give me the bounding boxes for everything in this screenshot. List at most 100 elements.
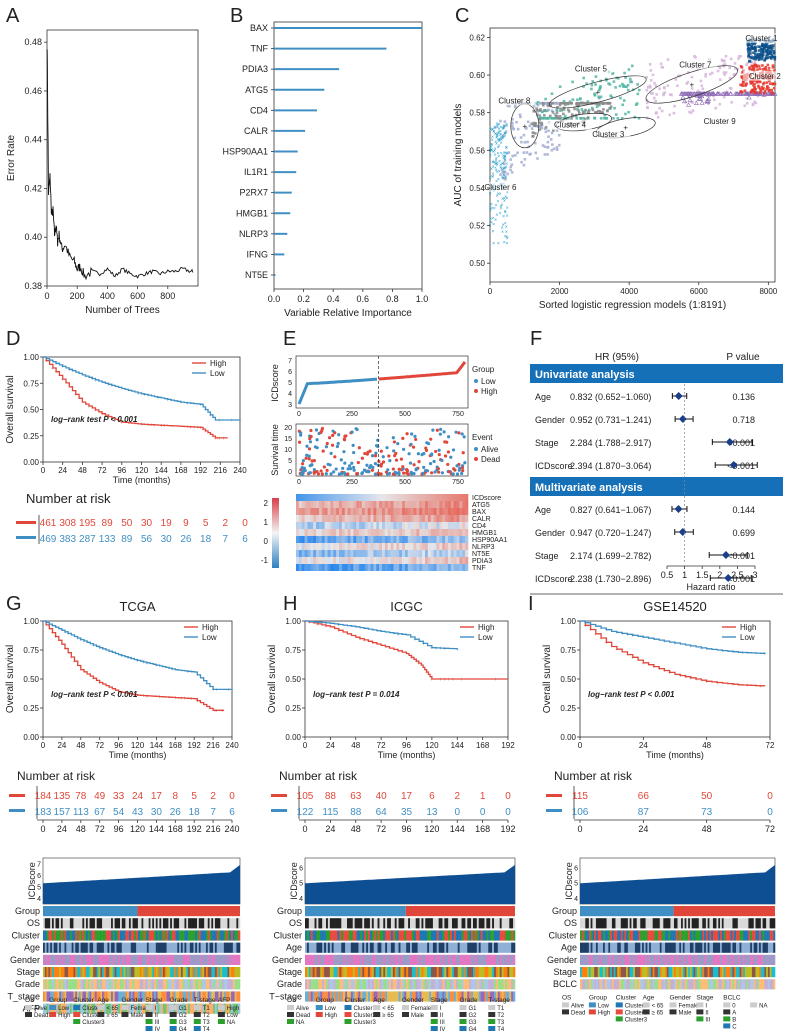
bar-cell xyxy=(306,991,310,1002)
bar-cell xyxy=(436,918,439,929)
cluster-label-bg xyxy=(478,181,523,192)
bar-cell xyxy=(725,918,728,929)
risk-low-value: 0 xyxy=(480,807,486,818)
survival-point xyxy=(392,440,397,444)
survival-point xyxy=(351,443,355,448)
bar-cell xyxy=(432,918,436,929)
bar-cell xyxy=(112,1003,115,1014)
point xyxy=(768,82,772,85)
bar-cell xyxy=(379,930,382,941)
x-tick-label: 144 xyxy=(150,741,164,750)
bar-cell xyxy=(736,930,739,941)
legend-label-high: High xyxy=(478,623,494,632)
heat-cell xyxy=(433,501,437,508)
point: × xyxy=(494,131,497,137)
censor-mark: + xyxy=(155,663,158,669)
point xyxy=(748,43,752,46)
bar-cell xyxy=(652,942,655,953)
heat-cell xyxy=(456,543,460,550)
heat-cell xyxy=(462,543,466,550)
bar-cell xyxy=(188,942,191,953)
point xyxy=(552,147,556,151)
bar-cell xyxy=(383,967,386,978)
bar-cell xyxy=(159,991,162,1002)
bar-cell xyxy=(603,918,606,929)
point xyxy=(591,80,595,83)
point xyxy=(534,132,537,135)
point xyxy=(646,85,650,89)
bar-cell xyxy=(769,918,772,929)
heat-cell xyxy=(333,494,337,501)
heat-cell xyxy=(327,557,331,564)
bar-cell xyxy=(358,930,361,941)
bar-cell xyxy=(318,930,321,941)
point: × xyxy=(504,151,507,157)
bar-cell xyxy=(80,1003,83,1014)
bar-cell xyxy=(497,942,501,953)
point xyxy=(544,97,547,101)
heat-cell xyxy=(427,501,432,508)
point xyxy=(770,91,774,95)
heat-cell xyxy=(390,508,394,515)
bar-cell xyxy=(757,930,760,941)
bar-cell xyxy=(622,942,625,953)
bar-cell xyxy=(73,967,76,978)
bar-cell xyxy=(619,930,622,941)
row-hr-text: 2.284 (1.788−2.917) xyxy=(570,438,651,448)
survival-point xyxy=(460,471,464,476)
bar-cell xyxy=(109,979,112,990)
heat-cell xyxy=(390,529,394,536)
point xyxy=(551,111,555,114)
heat-cell xyxy=(425,557,429,564)
bar-cell xyxy=(134,918,137,929)
point: × xyxy=(499,137,502,143)
bar-cell xyxy=(404,967,407,978)
bar-cell xyxy=(501,954,504,965)
heat-cell xyxy=(459,494,463,501)
bar-cell xyxy=(453,979,457,990)
bar-cell xyxy=(322,942,325,953)
bar-cell xyxy=(314,979,317,990)
legend-item: G1 xyxy=(179,1006,188,1012)
heat-cell xyxy=(353,515,357,522)
point xyxy=(534,151,538,155)
censor-mark: + xyxy=(140,422,143,428)
point xyxy=(576,98,579,102)
bar-cell xyxy=(50,918,53,929)
heat-cell xyxy=(453,494,457,501)
legend-swatch xyxy=(488,1026,496,1031)
hr-diamond xyxy=(721,551,730,559)
y-axis-title: Overall survival xyxy=(5,375,16,443)
x-tick-label: 72 xyxy=(766,741,775,750)
bar-cell xyxy=(400,930,403,941)
survival-point xyxy=(463,461,467,465)
bar-cell xyxy=(709,942,712,953)
bar-cell xyxy=(341,930,344,941)
heat-cell xyxy=(301,543,305,550)
bar-cell xyxy=(463,954,466,965)
bar-cell xyxy=(755,942,758,953)
bar-cell xyxy=(66,942,69,953)
risk-swatch-low xyxy=(9,809,25,812)
bar-cell xyxy=(94,918,98,929)
bar-cell xyxy=(723,930,726,941)
bar-cell xyxy=(84,942,87,953)
heat-cell xyxy=(425,536,429,543)
legend-swatch xyxy=(430,1026,438,1031)
bar-cell xyxy=(136,1003,139,1014)
point xyxy=(699,100,705,105)
censor-mark: + xyxy=(674,641,677,647)
point: × xyxy=(501,136,504,142)
bar-cell xyxy=(214,991,218,1002)
bar-cell xyxy=(155,979,158,990)
point xyxy=(747,47,751,50)
bar-cell xyxy=(173,979,176,990)
legend-item: G4 xyxy=(179,1027,188,1033)
score-axis-title: ICDscore xyxy=(289,862,299,900)
heat-cell xyxy=(356,564,360,571)
heat-cell xyxy=(347,501,351,508)
bar-cell xyxy=(62,942,65,953)
bar-cell xyxy=(152,918,155,929)
bar-cell xyxy=(429,967,432,978)
heat-cell xyxy=(416,508,420,515)
